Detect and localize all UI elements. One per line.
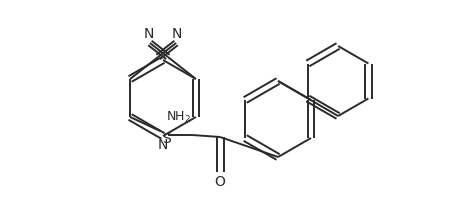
Text: N: N (157, 138, 168, 152)
Text: S: S (162, 132, 170, 146)
Text: N: N (143, 27, 154, 41)
Text: N: N (172, 27, 182, 41)
Text: O: O (214, 175, 225, 189)
Text: NH$_2$: NH$_2$ (166, 109, 190, 125)
